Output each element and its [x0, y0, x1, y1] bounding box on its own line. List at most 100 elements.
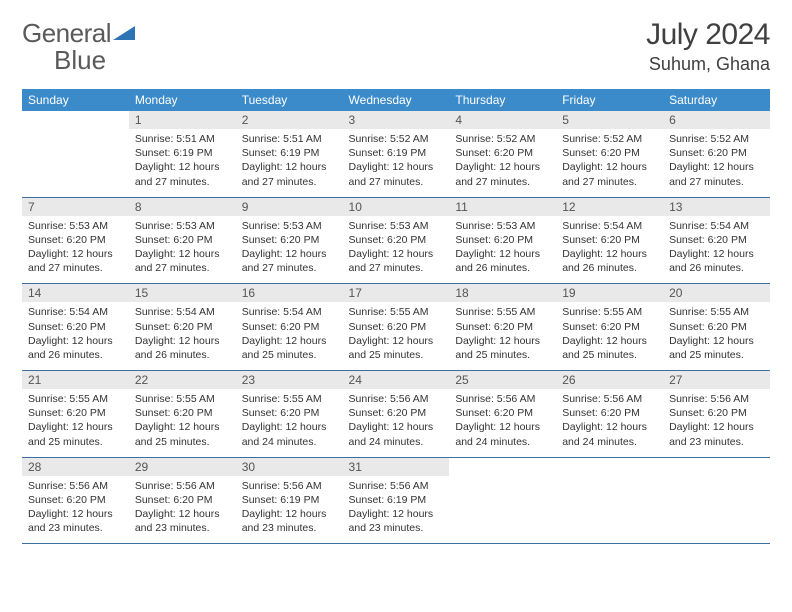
day-body: Sunrise: 5:53 AMSunset: 6:20 PMDaylight:… [22, 216, 129, 284]
sunset-text: Sunset: 6:20 PM [28, 406, 123, 420]
sunset-text: Sunset: 6:20 PM [28, 493, 123, 507]
sunrise-text: Sunrise: 5:56 AM [562, 392, 657, 406]
day-body: Sunrise: 5:56 AMSunset: 6:20 PMDaylight:… [129, 476, 236, 544]
day-body: Sunrise: 5:55 AMSunset: 6:20 PMDaylight:… [663, 302, 770, 370]
daylight-text: Daylight: 12 hours and 27 minutes. [349, 160, 444, 188]
daylight-text: Daylight: 12 hours and 27 minutes. [135, 247, 230, 275]
sunrise-text: Sunrise: 5:56 AM [135, 479, 230, 493]
sunset-text: Sunset: 6:20 PM [562, 146, 657, 160]
sunrise-text: Sunrise: 5:55 AM [455, 305, 550, 319]
sunset-text: Sunset: 6:20 PM [135, 320, 230, 334]
calendar-cell: 11Sunrise: 5:53 AMSunset: 6:20 PMDayligh… [449, 197, 556, 284]
calendar-row: 21Sunrise: 5:55 AMSunset: 6:20 PMDayligh… [22, 371, 770, 458]
calendar-row: 14Sunrise: 5:54 AMSunset: 6:20 PMDayligh… [22, 284, 770, 371]
sunset-text: Sunset: 6:20 PM [242, 233, 337, 247]
sunrise-text: Sunrise: 5:52 AM [455, 132, 550, 146]
daylight-text: Daylight: 12 hours and 27 minutes. [242, 247, 337, 275]
day-body: Sunrise: 5:56 AMSunset: 6:20 PMDaylight:… [343, 389, 450, 457]
sunset-text: Sunset: 6:19 PM [349, 493, 444, 507]
day-body: Sunrise: 5:56 AMSunset: 6:19 PMDaylight:… [343, 476, 450, 544]
daylight-text: Daylight: 12 hours and 23 minutes. [669, 420, 764, 448]
calendar-cell: 2Sunrise: 5:51 AMSunset: 6:19 PMDaylight… [236, 111, 343, 197]
day-body [663, 476, 770, 536]
sunset-text: Sunset: 6:20 PM [349, 406, 444, 420]
sunrise-text: Sunrise: 5:53 AM [349, 219, 444, 233]
sunset-text: Sunset: 6:20 PM [669, 146, 764, 160]
page-header: General July 2024 Suhum, Ghana [22, 18, 770, 75]
day-number: 29 [129, 458, 236, 476]
calendar-cell: 16Sunrise: 5:54 AMSunset: 6:20 PMDayligh… [236, 284, 343, 371]
day-number: 1 [129, 111, 236, 129]
sunset-text: Sunset: 6:20 PM [455, 233, 550, 247]
daylight-text: Daylight: 12 hours and 26 minutes. [455, 247, 550, 275]
sunset-text: Sunset: 6:19 PM [242, 146, 337, 160]
daylight-text: Daylight: 12 hours and 27 minutes. [562, 160, 657, 188]
day-body: Sunrise: 5:53 AMSunset: 6:20 PMDaylight:… [449, 216, 556, 284]
sunset-text: Sunset: 6:20 PM [28, 233, 123, 247]
calendar-cell: 23Sunrise: 5:55 AMSunset: 6:20 PMDayligh… [236, 371, 343, 458]
daylight-text: Daylight: 12 hours and 26 minutes. [562, 247, 657, 275]
day-body: Sunrise: 5:51 AMSunset: 6:19 PMDaylight:… [236, 129, 343, 197]
day-number: 2 [236, 111, 343, 129]
day-number: 6 [663, 111, 770, 129]
day-body: Sunrise: 5:55 AMSunset: 6:20 PMDaylight:… [236, 389, 343, 457]
calendar-cell: 1Sunrise: 5:51 AMSunset: 6:19 PMDaylight… [129, 111, 236, 197]
day-body: Sunrise: 5:52 AMSunset: 6:20 PMDaylight:… [449, 129, 556, 197]
calendar-cell: 4Sunrise: 5:52 AMSunset: 6:20 PMDaylight… [449, 111, 556, 197]
day-number: 5 [556, 111, 663, 129]
calendar-cell: 15Sunrise: 5:54 AMSunset: 6:20 PMDayligh… [129, 284, 236, 371]
day-number: 3 [343, 111, 450, 129]
sunrise-text: Sunrise: 5:51 AM [135, 132, 230, 146]
sunset-text: Sunset: 6:19 PM [135, 146, 230, 160]
day-number: 25 [449, 371, 556, 389]
daylight-text: Daylight: 12 hours and 24 minutes. [349, 420, 444, 448]
calendar-cell: 6Sunrise: 5:52 AMSunset: 6:20 PMDaylight… [663, 111, 770, 197]
calendar-cell [22, 111, 129, 197]
day-number: 18 [449, 284, 556, 302]
weekday-header: Friday [556, 89, 663, 111]
day-body: Sunrise: 5:54 AMSunset: 6:20 PMDaylight:… [129, 302, 236, 370]
weekday-header: Tuesday [236, 89, 343, 111]
sunrise-text: Sunrise: 5:56 AM [28, 479, 123, 493]
sunset-text: Sunset: 6:20 PM [242, 406, 337, 420]
daylight-text: Daylight: 12 hours and 25 minutes. [135, 420, 230, 448]
calendar-cell [449, 457, 556, 544]
calendar-cell: 8Sunrise: 5:53 AMSunset: 6:20 PMDaylight… [129, 197, 236, 284]
sunrise-text: Sunrise: 5:53 AM [242, 219, 337, 233]
day-number: 17 [343, 284, 450, 302]
sunrise-text: Sunrise: 5:55 AM [242, 392, 337, 406]
daylight-text: Daylight: 12 hours and 26 minutes. [28, 334, 123, 362]
day-body: Sunrise: 5:52 AMSunset: 6:19 PMDaylight:… [343, 129, 450, 197]
daylight-text: Daylight: 12 hours and 27 minutes. [242, 160, 337, 188]
sunset-text: Sunset: 6:20 PM [669, 406, 764, 420]
sunset-text: Sunset: 6:20 PM [135, 233, 230, 247]
day-body: Sunrise: 5:53 AMSunset: 6:20 PMDaylight:… [129, 216, 236, 284]
day-body: Sunrise: 5:54 AMSunset: 6:20 PMDaylight:… [22, 302, 129, 370]
sunset-text: Sunset: 6:20 PM [669, 320, 764, 334]
calendar-cell: 22Sunrise: 5:55 AMSunset: 6:20 PMDayligh… [129, 371, 236, 458]
day-number: 13 [663, 198, 770, 216]
day-body: Sunrise: 5:55 AMSunset: 6:20 PMDaylight:… [556, 302, 663, 370]
daylight-text: Daylight: 12 hours and 23 minutes. [28, 507, 123, 535]
weekday-header: Thursday [449, 89, 556, 111]
brand-part2: Blue [54, 45, 106, 76]
sunrise-text: Sunrise: 5:54 AM [669, 219, 764, 233]
daylight-text: Daylight: 12 hours and 27 minutes. [455, 160, 550, 188]
sunset-text: Sunset: 6:20 PM [669, 233, 764, 247]
sunrise-text: Sunrise: 5:52 AM [669, 132, 764, 146]
sunrise-text: Sunrise: 5:55 AM [562, 305, 657, 319]
sunset-text: Sunset: 6:20 PM [455, 406, 550, 420]
calendar-cell: 21Sunrise: 5:55 AMSunset: 6:20 PMDayligh… [22, 371, 129, 458]
sunrise-text: Sunrise: 5:54 AM [135, 305, 230, 319]
day-number: 30 [236, 458, 343, 476]
day-number: 23 [236, 371, 343, 389]
sunset-text: Sunset: 6:20 PM [562, 320, 657, 334]
daylight-text: Daylight: 12 hours and 23 minutes. [242, 507, 337, 535]
day-body: Sunrise: 5:53 AMSunset: 6:20 PMDaylight:… [236, 216, 343, 284]
sunrise-text: Sunrise: 5:55 AM [349, 305, 444, 319]
sunrise-text: Sunrise: 5:56 AM [242, 479, 337, 493]
daylight-text: Daylight: 12 hours and 24 minutes. [242, 420, 337, 448]
daylight-text: Daylight: 12 hours and 27 minutes. [349, 247, 444, 275]
calendar-cell: 17Sunrise: 5:55 AMSunset: 6:20 PMDayligh… [343, 284, 450, 371]
day-number: 21 [22, 371, 129, 389]
